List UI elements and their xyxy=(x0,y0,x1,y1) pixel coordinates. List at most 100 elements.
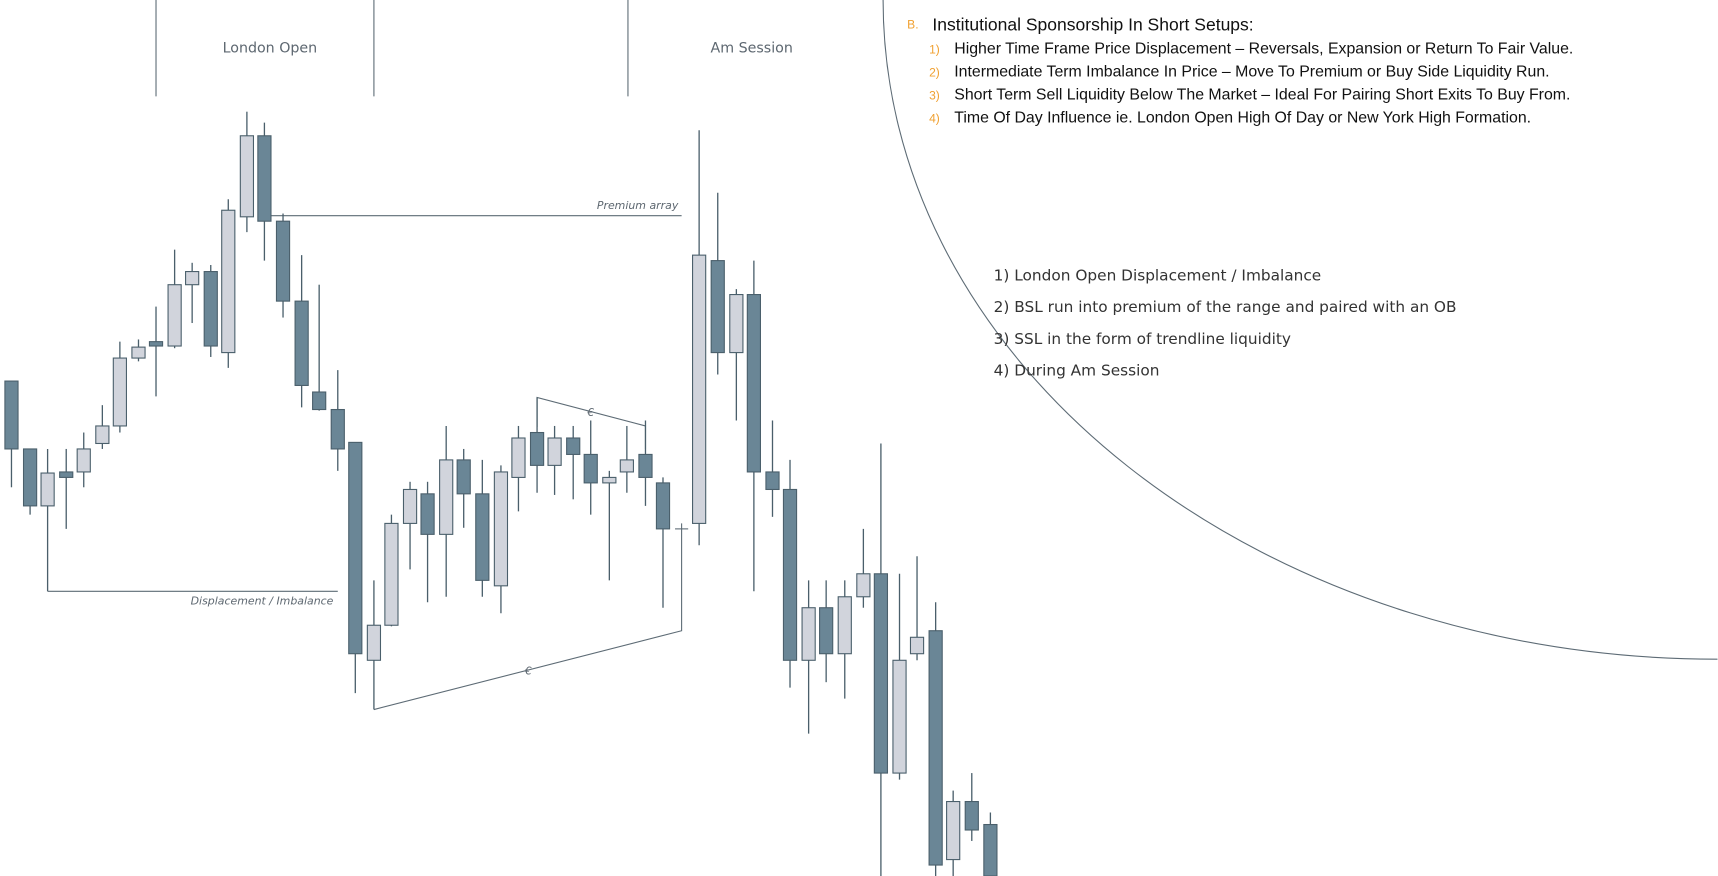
candle-body xyxy=(40,472,55,507)
setups-list: 1) Higher Time Frame Price Displacement … xyxy=(929,41,1573,127)
setups-title: Institutional Sponsorship In Short Setup… xyxy=(932,15,1253,35)
candle xyxy=(511,425,526,512)
candle-body xyxy=(892,659,907,774)
drawing-label: € xyxy=(586,406,594,419)
candle-body xyxy=(348,441,363,655)
candle-body xyxy=(76,448,91,473)
candle-body xyxy=(529,431,545,466)
candles xyxy=(4,111,998,876)
candle-body xyxy=(511,437,526,478)
candle xyxy=(203,264,218,357)
drawings xyxy=(47,0,1718,711)
candle xyxy=(782,459,798,688)
candle-body xyxy=(746,294,761,473)
candle-body xyxy=(692,254,707,524)
candle xyxy=(892,573,907,780)
item-number: 3) xyxy=(929,89,940,103)
candle xyxy=(95,405,110,449)
candle-body xyxy=(729,294,744,354)
candle-body xyxy=(257,135,272,222)
item-text: Short Term Sell Liquidity Below The Mark… xyxy=(954,87,1570,104)
candle-body xyxy=(983,823,998,876)
candle-body xyxy=(801,607,816,661)
candle-body xyxy=(185,271,200,286)
session-label: London Open xyxy=(223,41,318,57)
candle-body xyxy=(602,476,617,484)
candle xyxy=(239,111,255,233)
candle xyxy=(493,465,509,614)
candle-body xyxy=(782,488,798,661)
candle-body xyxy=(294,300,309,386)
candle-body xyxy=(619,459,634,473)
candle-body xyxy=(873,573,889,774)
candle-body xyxy=(710,260,725,354)
candle-body xyxy=(856,573,871,598)
candle xyxy=(330,370,345,471)
candle-body xyxy=(964,800,979,831)
drawing-line xyxy=(373,523,683,711)
candle-body xyxy=(655,482,671,530)
candle xyxy=(566,425,581,500)
candle xyxy=(131,339,146,362)
candle xyxy=(746,260,761,592)
candle xyxy=(964,773,979,841)
candle-body xyxy=(112,357,127,427)
candle xyxy=(384,514,399,627)
candle-body xyxy=(221,209,236,354)
candle xyxy=(602,470,617,581)
candle-body xyxy=(4,380,19,450)
candle xyxy=(529,397,545,493)
candle xyxy=(801,580,816,734)
candle xyxy=(439,425,454,597)
candle xyxy=(765,420,780,517)
session-label: Am Session xyxy=(711,41,793,57)
candle xyxy=(22,448,38,515)
drawing-line xyxy=(882,0,1718,660)
note: 2) BSL run into premium of the range and… xyxy=(994,298,1457,316)
candle-body xyxy=(420,493,435,535)
candle xyxy=(312,284,327,411)
candle xyxy=(909,556,925,661)
candle xyxy=(946,790,961,876)
item-number: 1) xyxy=(929,43,940,57)
candle xyxy=(856,528,871,608)
candle xyxy=(148,306,164,397)
candle-body xyxy=(638,453,653,478)
candle xyxy=(692,130,707,546)
note: 4) During Am Session xyxy=(994,362,1160,380)
candle-body xyxy=(547,437,562,466)
item-text: Intermediate Term Imbalance In Price – M… xyxy=(954,64,1549,81)
candle xyxy=(819,580,834,683)
candle-body xyxy=(59,471,74,478)
note: 3) SSL in the form of trendline liquidit… xyxy=(994,330,1291,348)
candle xyxy=(456,448,471,528)
candle-body xyxy=(566,437,581,455)
item-text: Time Of Day Influence ie. London Open Hi… xyxy=(954,110,1531,127)
candle-body xyxy=(402,488,418,524)
candle xyxy=(294,255,309,408)
candle-body xyxy=(819,607,834,655)
candle-body xyxy=(167,284,182,347)
candle-body xyxy=(95,425,110,445)
drawing-label: Displacement / Imbalance xyxy=(191,594,334,607)
candle-body xyxy=(275,220,291,302)
candle-body xyxy=(239,135,255,218)
candle xyxy=(59,448,74,529)
candle-body xyxy=(765,471,780,491)
candle xyxy=(366,580,382,710)
candle xyxy=(221,199,236,368)
item-text: Higher Time Frame Price Displacement – R… xyxy=(954,41,1573,58)
item-number: 2) xyxy=(929,66,940,80)
candle-body xyxy=(946,800,961,861)
candle-body xyxy=(493,471,509,587)
candle xyxy=(112,341,127,433)
candle-body xyxy=(148,341,164,347)
candle xyxy=(547,425,562,495)
candle-body xyxy=(384,522,399,626)
candle-body xyxy=(456,459,471,495)
candle-body xyxy=(475,493,490,581)
candle-body xyxy=(330,408,345,450)
candle xyxy=(583,420,598,515)
candle xyxy=(402,481,418,570)
